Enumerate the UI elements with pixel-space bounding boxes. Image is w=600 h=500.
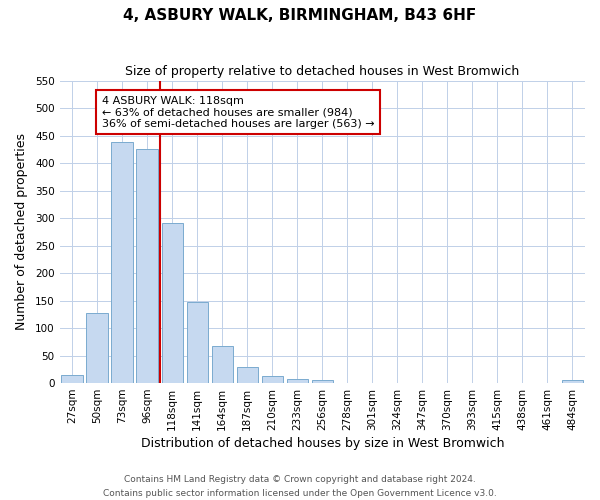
Text: Contains HM Land Registry data © Crown copyright and database right 2024.
Contai: Contains HM Land Registry data © Crown c…: [103, 476, 497, 498]
Bar: [187, 302, 208, 383]
Bar: [112, 142, 133, 383]
Bar: [562, 380, 583, 383]
Text: 4, ASBURY WALK, BIRMINGHAM, B43 6HF: 4, ASBURY WALK, BIRMINGHAM, B43 6HF: [124, 8, 476, 22]
Bar: [287, 379, 308, 383]
X-axis label: Distribution of detached houses by size in West Bromwich: Distribution of detached houses by size …: [140, 437, 504, 450]
Bar: [262, 376, 283, 383]
Bar: [236, 367, 258, 383]
Bar: [311, 380, 333, 383]
Text: 4 ASBURY WALK: 118sqm
← 63% of detached houses are smaller (984)
36% of semi-det: 4 ASBURY WALK: 118sqm ← 63% of detached …: [101, 96, 374, 129]
Bar: [212, 346, 233, 383]
Bar: [61, 375, 83, 383]
Bar: [136, 150, 158, 383]
Bar: [161, 223, 183, 383]
Title: Size of property relative to detached houses in West Bromwich: Size of property relative to detached ho…: [125, 65, 520, 78]
Y-axis label: Number of detached properties: Number of detached properties: [15, 134, 28, 330]
Bar: [86, 312, 108, 383]
